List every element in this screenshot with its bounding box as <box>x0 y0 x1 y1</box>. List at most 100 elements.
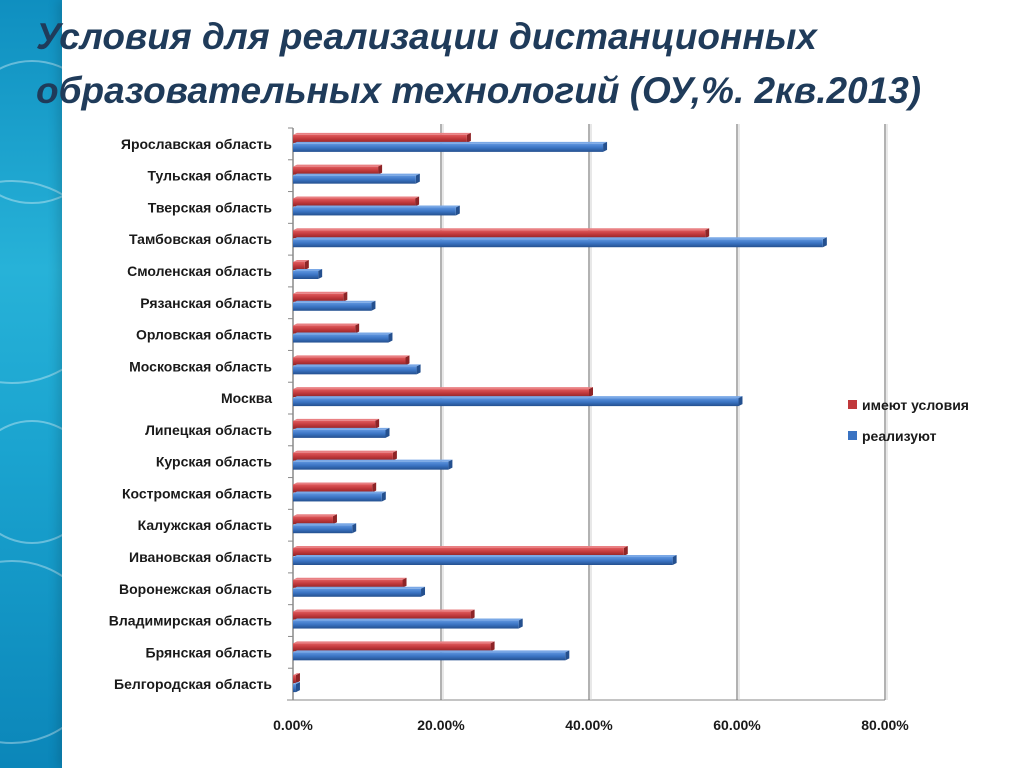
bar-imeyut-usloviya <box>293 166 379 175</box>
bar-imeyut-usloviya <box>293 198 416 207</box>
bar-end-face <box>343 291 348 302</box>
legend-swatch-blue <box>848 431 857 440</box>
bar-realizuyut <box>293 302 372 311</box>
bar-end-face <box>623 546 628 556</box>
bar-top-face <box>293 196 420 199</box>
bar-top-face <box>293 141 608 144</box>
bar-realizuyut <box>293 366 417 375</box>
bar-end-face <box>589 387 593 398</box>
category-label: Московская область <box>129 358 272 374</box>
category-label: Смоленская область <box>127 263 272 279</box>
bar-top-face <box>293 237 827 240</box>
bar-top-face <box>293 355 410 358</box>
bar-realizuyut <box>293 271 319 279</box>
bar-top-face <box>293 291 348 294</box>
bar-realizuyut <box>293 429 386 438</box>
bar-imeyut-usloviya <box>293 389 589 398</box>
legend-label: реализуют <box>862 428 937 444</box>
bar-realizuyut <box>293 398 739 407</box>
bar-end-face <box>738 396 743 407</box>
bar-top-face <box>293 514 337 517</box>
bar-top-face <box>293 641 495 644</box>
slide-title-line-2: образовательных технологий (ОУ,%. 2кв.20… <box>36 70 922 111</box>
bar-top-face <box>293 323 360 326</box>
category-label: Липецкая область <box>145 422 272 438</box>
bar-top-face <box>293 673 300 676</box>
category-label: Костромская область <box>122 485 272 501</box>
category-label: Ивановская область <box>129 549 272 565</box>
bar-end-face <box>490 641 495 652</box>
bar-imeyut-usloviya <box>293 579 403 588</box>
x-tick-label: 80.00% <box>861 717 909 733</box>
category-label: Орловская область <box>136 327 272 343</box>
category-label: Владимирская область <box>109 613 273 629</box>
bar-end-face <box>295 673 300 684</box>
bar-realizuyut <box>293 620 519 629</box>
bar-end-face <box>304 260 309 270</box>
bar-end-face <box>466 132 471 143</box>
legend-swatch-red <box>848 400 857 409</box>
bar-imeyut-usloviya <box>293 357 406 366</box>
bar-end-face <box>355 323 360 334</box>
bar-end-face <box>455 205 460 216</box>
bar-top-face <box>293 682 300 685</box>
bar-realizuyut <box>293 493 382 502</box>
slide-content-panel <box>62 0 1024 768</box>
bar-top-face <box>293 586 426 589</box>
bar-imeyut-usloviya <box>293 293 344 302</box>
bar-end-face <box>518 618 523 629</box>
bar-end-face <box>603 141 608 152</box>
bar-end-face <box>415 196 420 207</box>
category-label: Калужская область <box>138 517 273 533</box>
bar-top-face <box>293 260 309 262</box>
bar-realizuyut <box>293 175 416 184</box>
bar-realizuyut <box>293 588 422 597</box>
category-label: Белгородская область <box>114 676 272 692</box>
bar-end-face <box>448 459 453 470</box>
category-label: Рязанская область <box>140 295 272 311</box>
bar-top-face <box>293 228 710 231</box>
bar-top-face <box>293 609 475 612</box>
bar-top-face <box>293 300 376 303</box>
bar-end-face <box>402 577 407 588</box>
bar-top-face <box>293 332 393 335</box>
bar-imeyut-usloviya <box>293 325 356 334</box>
bar-realizuyut <box>293 143 604 152</box>
x-tick-label: 60.00% <box>713 717 761 733</box>
bar-end-face <box>421 586 426 597</box>
bar-end-face <box>371 300 376 311</box>
bar-top-face <box>293 577 407 580</box>
bar-end-face <box>705 228 710 239</box>
bar-top-face <box>293 396 743 399</box>
bar-imeyut-usloviya <box>293 262 305 270</box>
bar-imeyut-usloviya <box>293 230 706 239</box>
bar-imeyut-usloviya <box>293 516 333 525</box>
bar-top-face <box>293 459 453 462</box>
bar-top-face <box>293 482 377 485</box>
bar-end-face <box>385 427 390 438</box>
bar-end-face <box>392 450 397 461</box>
bar-top-face <box>293 546 628 548</box>
bar-imeyut-usloviya <box>293 484 373 493</box>
legend-label: имеют условия <box>862 397 969 413</box>
category-label: Тверская область <box>148 199 273 215</box>
bar-imeyut-usloviya <box>293 643 491 652</box>
bar-end-face <box>416 364 421 375</box>
bar-end-face <box>822 237 827 248</box>
bar-imeyut-usloviya <box>293 611 471 620</box>
bar-end-face <box>295 682 300 693</box>
bar-end-face <box>672 555 677 565</box>
bar-top-face <box>293 205 460 208</box>
bar-end-face <box>470 609 475 620</box>
bar-realizuyut <box>293 239 823 248</box>
bar-end-face <box>378 164 383 175</box>
bar-imeyut-usloviya <box>293 675 296 684</box>
bar-end-face <box>375 418 380 429</box>
bar-top-face <box>293 269 323 271</box>
bar-top-face <box>293 164 383 167</box>
category-label: Москва <box>221 390 272 406</box>
bar-realizuyut <box>293 652 566 661</box>
bar-top-face <box>293 418 380 421</box>
bar-top-face <box>293 618 523 621</box>
